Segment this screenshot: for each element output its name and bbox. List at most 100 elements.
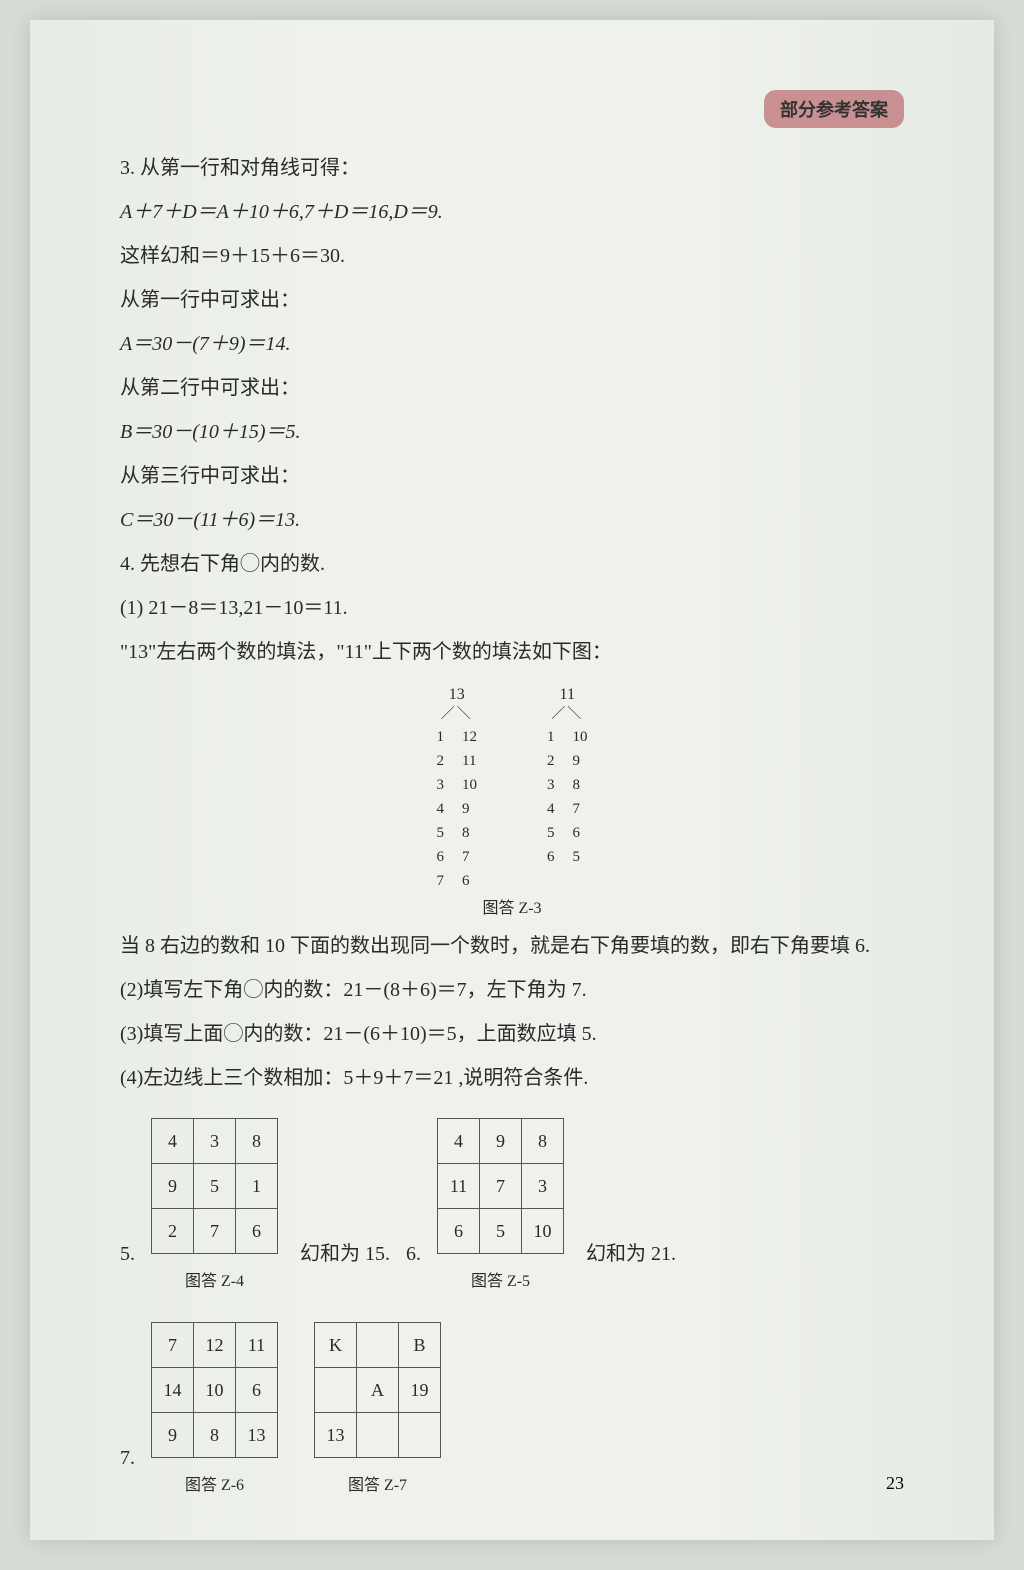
item-number: 7. xyxy=(120,1436,135,1480)
line: 3. 从第一行和对角线可得： xyxy=(120,146,904,190)
pair-cell: 1 xyxy=(539,726,563,748)
magic-table: KB A19 13 xyxy=(314,1322,441,1458)
line: A＋7＋D＝A＋10＋6,7＋D＝16,D＝9. xyxy=(120,190,904,234)
figure-caption: 图答 Z-7 xyxy=(348,1464,407,1508)
cell: 7 xyxy=(194,1209,236,1254)
line: 4. 先想右下角◯内的数. xyxy=(120,542,904,586)
cell: A xyxy=(357,1368,399,1413)
cell: 10 xyxy=(522,1209,564,1254)
figure-caption: 图答 Z-4 xyxy=(185,1260,244,1304)
pair-cell: 11 xyxy=(454,750,485,772)
cell xyxy=(357,1413,399,1458)
cell: 5 xyxy=(194,1164,236,1209)
line: 从第二行中可求出： xyxy=(120,366,904,410)
cell: 5 xyxy=(480,1209,522,1254)
item-number: 6. xyxy=(406,1232,421,1276)
cell: 14 xyxy=(152,1368,194,1413)
math: C＝30－(11＋6)＝13. xyxy=(120,509,300,531)
math: A＝30－(7＋9)＝14. xyxy=(120,333,291,355)
cell: 11 xyxy=(438,1164,480,1209)
pair-cell: 6 xyxy=(565,822,596,844)
pair-cell: 7 xyxy=(565,798,596,820)
pair-cell: 10 xyxy=(454,774,485,796)
line: 当 8 右边的数和 10 下面的数出现同一个数时，就是右下角要填的数，即右下角要… xyxy=(120,924,904,968)
pair-cell: 6 xyxy=(454,870,485,892)
cell: 6 xyxy=(438,1209,480,1254)
cell: 8 xyxy=(236,1119,278,1164)
cell: 7 xyxy=(152,1323,194,1368)
pair-cell: 3 xyxy=(539,774,563,796)
magic-sum-text: 幻和为 15. xyxy=(300,1232,390,1276)
pair-cell: 1 xyxy=(429,726,453,748)
magic-table: 71211 14106 9813 xyxy=(151,1322,278,1458)
line: 从第一行中可求出： xyxy=(120,278,904,322)
tree-head: 13 xyxy=(427,684,488,706)
cell: 2 xyxy=(152,1209,194,1254)
tree-pairs: 112 211 310 49 58 67 76 xyxy=(427,724,488,894)
magic-square-z5: 498 1173 6510 图答 Z-5 xyxy=(437,1118,564,1304)
tree-right: 11 ／＼ 110 29 38 47 56 65 xyxy=(537,684,598,894)
cell: 9 xyxy=(152,1413,194,1458)
magic-square-z6: 71211 14106 9813 图答 Z-6 xyxy=(151,1322,278,1508)
cell: 12 xyxy=(194,1323,236,1368)
tree-fork-icon: ／＼ xyxy=(427,708,488,722)
cell: 9 xyxy=(152,1164,194,1209)
pair-cell: 2 xyxy=(429,750,453,772)
tree-pairs: 110 29 38 47 56 65 xyxy=(537,724,598,870)
pair-cell: 9 xyxy=(565,750,596,772)
cell: 4 xyxy=(152,1119,194,1164)
cell xyxy=(357,1323,399,1368)
cell: 8 xyxy=(194,1413,236,1458)
cell: 10 xyxy=(194,1368,236,1413)
tree-diagram: 13 ／＼ 112 211 310 49 58 67 76 11 ／＼ xyxy=(120,684,904,920)
pair-cell: 7 xyxy=(429,870,453,892)
math: B＝30－(10＋15)＝5. xyxy=(120,421,301,443)
cell: 13 xyxy=(236,1413,278,1458)
page: 部分参考答案 3. 从第一行和对角线可得： A＋7＋D＝A＋10＋6,7＋D＝1… xyxy=(30,20,994,1540)
pair-cell: 5 xyxy=(429,822,453,844)
line: (4)左边线上三个数相加：5＋9＋7＝21 ,说明符合条件. xyxy=(120,1056,904,1100)
pair-cell: 8 xyxy=(454,822,485,844)
pair-cell: 9 xyxy=(454,798,485,820)
magic-row-2: 7. 71211 14106 9813 图答 Z-6 KB A19 13 图答 … xyxy=(120,1322,904,1508)
cell: 7 xyxy=(480,1164,522,1209)
pair-cell: 6 xyxy=(539,846,563,868)
cell: 11 xyxy=(236,1323,278,1368)
magic-table: 438 951 276 xyxy=(151,1118,278,1254)
cell: 9 xyxy=(480,1119,522,1164)
tree-left: 13 ／＼ 112 211 310 49 58 67 76 xyxy=(427,684,488,894)
cell: 6 xyxy=(236,1209,278,1254)
magic-table: 498 1173 6510 xyxy=(437,1118,564,1254)
cell: B xyxy=(399,1323,441,1368)
pair-cell: 4 xyxy=(429,798,453,820)
pair-cell: 3 xyxy=(429,774,453,796)
tree-fork-icon: ／＼ xyxy=(537,708,598,722)
item-number: 5. xyxy=(120,1232,135,1276)
cell: 6 xyxy=(236,1368,278,1413)
magic-square-z7: KB A19 13 图答 Z-7 xyxy=(314,1322,441,1508)
line: 从第三行中可求出： xyxy=(120,454,904,498)
line: (2)填写左下角◯内的数：21－(8＋6)＝7，左下角为 7. xyxy=(120,968,904,1012)
line: (1) 21－8＝13,21－10＝11. xyxy=(120,586,904,630)
magic-row-1: 5. 438 951 276 图答 Z-4 幻和为 15. 6. 498 117… xyxy=(120,1118,904,1304)
cell: K xyxy=(315,1323,357,1368)
cell: 8 xyxy=(522,1119,564,1164)
pair-cell: 5 xyxy=(565,846,596,868)
tree-head: 11 xyxy=(537,684,598,706)
cell: 1 xyxy=(236,1164,278,1209)
line: (3)填写上面◯内的数：21－(6＋10)＝5，上面数应填 5. xyxy=(120,1012,904,1056)
figure-caption: 图答 Z-5 xyxy=(471,1260,530,1304)
pair-cell: 5 xyxy=(539,822,563,844)
pair-cell: 2 xyxy=(539,750,563,772)
line: C＝30－(11＋6)＝13. xyxy=(120,498,904,542)
figure-caption: 图答 Z-6 xyxy=(185,1464,244,1508)
magic-sum-text: 幻和为 21. xyxy=(586,1232,676,1276)
figure-caption: 图答 Z-3 xyxy=(120,898,904,920)
page-number: 23 xyxy=(886,1473,904,1494)
pair-cell: 6 xyxy=(429,846,453,868)
cell: 4 xyxy=(438,1119,480,1164)
cell xyxy=(315,1368,357,1413)
header-badge: 部分参考答案 xyxy=(764,90,904,128)
line: A＝30－(7＋9)＝14. xyxy=(120,322,904,366)
pair-cell: 10 xyxy=(565,726,596,748)
